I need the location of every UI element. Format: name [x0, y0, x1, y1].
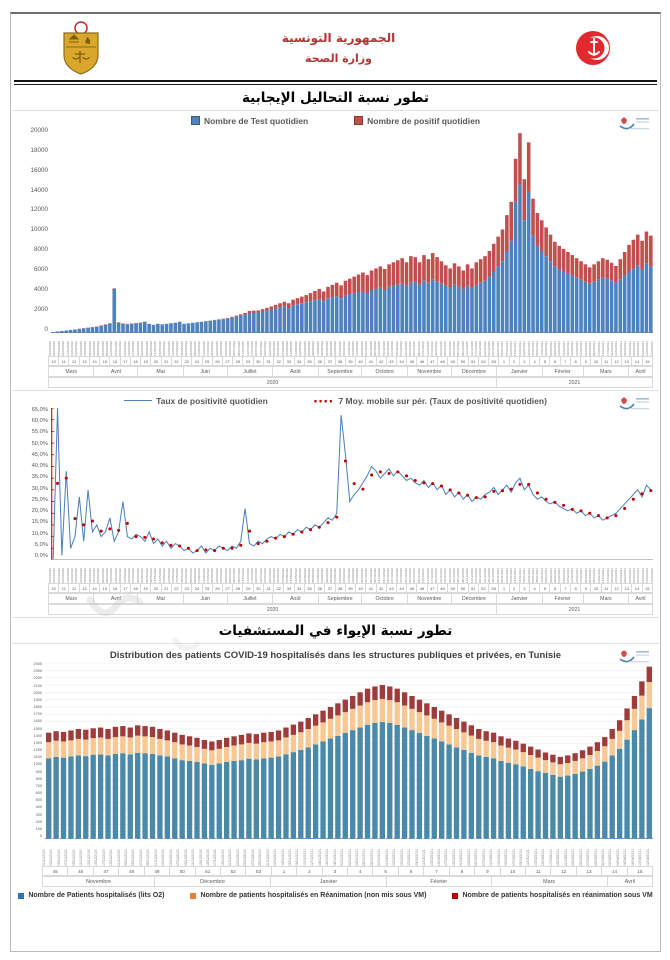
legend-rate: Taux de positivité quotidien: [124, 396, 268, 406]
chart-tests-box: Nombre de Test quotidien Nombre de posit…: [12, 111, 659, 391]
onmne-logo: [619, 117, 649, 130]
legend-o2: Nombre de Patients hospitalisés (lits O2…: [18, 892, 164, 899]
legend-moving-average: •••• 7 Moy. mobile sur pér. (Taux de pos…: [314, 396, 547, 406]
chart3-legend: Nombre de Patients hospitalisés (lits O2…: [18, 887, 653, 904]
ministry-title: وزارة الصحة: [305, 52, 372, 65]
chart1-plot: [51, 133, 653, 333]
chart3-y-axis: 2400 2300 2200 2100 2000 1900 1800 1700 1600 1500…: [33, 662, 42, 839]
onmne-logo: [619, 397, 649, 410]
chart1-legend: Nombre de Test quotidien Nombre de posit…: [18, 113, 653, 128]
chart2-date-labels: 01/03/2020 04/03/2020 07/03/2020 10/03/2020…: [48, 567, 653, 583]
rea-swatch-icon: [190, 892, 197, 899]
chart2-y-axis: 65,0% 60,0% 55,0% 50,0% 45,0% 40,0% 35,0% 30,0%…: [31, 407, 48, 560]
chart3-date-labels: 01/11/2020 03/11/2020 05/11/2020 07/11/2020…: [42, 849, 650, 866]
positives-swatch-icon: [354, 116, 364, 125]
chart-hospital-box: Distribution des patients COVID-19 hospi…: [12, 644, 659, 904]
legend-tests-label: Nombre de Test quotidien: [203, 115, 309, 126]
chart2-plot: [51, 408, 653, 560]
chart1-week-labels: 10 11 12 13 14 15 16 17 18 19 20 21 22 23 24 25 26 27 28 29…: [48, 356, 653, 366]
onmne-logo: [619, 650, 649, 663]
legend-positives: Nombre de positif quotidien: [354, 116, 480, 126]
o2-swatch-icon: [18, 892, 25, 899]
vm-swatch-icon: [452, 892, 459, 899]
rate-line-icon: [124, 400, 153, 401]
header: الجمهورية التونسية وزارة الصحة: [12, 15, 659, 79]
legend-o2-label: Nombre de Patients hospitalisés (lits O2…: [28, 892, 165, 899]
chart3-week-labels: 45 46 47 48 49 50 51 52 53 1 2 3 4 5 6 7 8 9 10 11 12 13 14 15: [42, 866, 654, 876]
legend-ma-label: 7 Moy. mobile sur pér. (Taux de positivi…: [338, 395, 547, 406]
chart2-month-labels: Mars Avril Mai Juin Juillet Août Septembre Octo…: [48, 593, 653, 604]
legend-rea: Nombre de patients hospitalisés en Réani…: [190, 892, 426, 899]
chart3-title: Distribution des patients COVID-19 hospi…: [109, 650, 562, 661]
chart-positivity-box: Taux de positivité quotidien •••• 7 Moy.…: [12, 391, 659, 618]
legend-rate-label: Taux de positivité quotidien: [156, 395, 268, 406]
legend-positives-label: Nombre de positif quotidien: [367, 115, 481, 126]
tunisia-coat-of-arms: [63, 21, 99, 75]
legend-rea-label: Nombre de patients hospitalisés en Réani…: [200, 892, 427, 899]
ma-dots-icon: ••••: [313, 395, 335, 406]
section1-title: تطور نسبة التحاليل الإيجابية: [12, 85, 659, 111]
ministry-health-logo: [576, 31, 610, 65]
section2-title: تطور نسبة الإيواء في المستشفيات: [12, 618, 659, 644]
chart1-date-labels: 01/03/2020 04/03/2020 07/03/2020 10/03/2020…: [48, 340, 653, 356]
legend-vm: Nombre de patients hospitalisés en réani…: [452, 892, 653, 899]
chart2-year-labels: 2020 2021: [48, 604, 653, 615]
header-rule-thin: [14, 84, 657, 85]
chart1-y-axis: 20000 18000 16000 14000 12000 10000 8000 6000 40…: [30, 127, 48, 333]
republic-title: الجمهورية التونسية: [281, 31, 396, 45]
legend-vm-label: Nombre de patients hospitalisés en réani…: [462, 892, 653, 899]
legend-tests: Nombre de Test quotidien: [190, 115, 309, 126]
chart2-week-labels: 10 11 12 13 14 15 16 17 18 19 20 21 22 23 24 25 26 27 28 29…: [48, 583, 653, 593]
chart2-legend: Taux de positivité quotidien •••• 7 Moy.…: [18, 393, 653, 408]
chart3-plot: [45, 663, 653, 839]
tests-swatch-icon: [190, 116, 200, 125]
chart3-month-labels: Novembre Décembre Janvier Février Mars Avril: [42, 876, 654, 887]
chart1-year-labels: 2020 2021: [48, 377, 653, 388]
chart1-month-labels: Mars Avril Mai Juin Juillet Août Septembre Octo…: [48, 366, 653, 377]
page-frame: [10, 12, 661, 952]
header-rule-thick: [14, 80, 657, 82]
